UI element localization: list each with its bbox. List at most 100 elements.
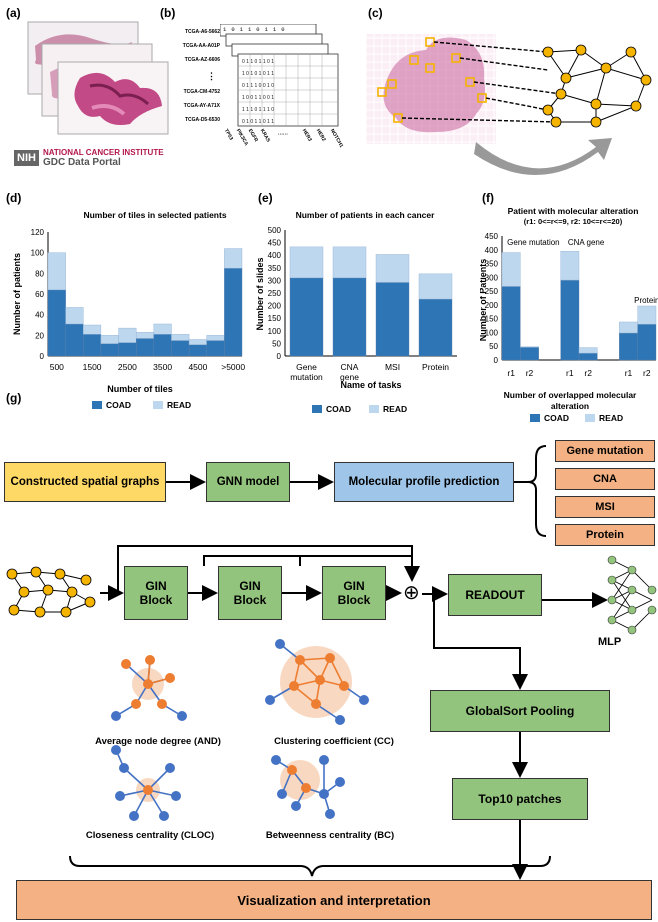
sum-operator: ⊕ xyxy=(403,582,420,604)
x-tick-label: gene xyxy=(340,372,359,382)
nih-logo: NIH NATIONAL CANCER INSTITUTE GDC Data P… xyxy=(14,148,164,168)
bar-read xyxy=(224,248,243,269)
y-tick-label: 100 xyxy=(485,328,499,337)
bar-read xyxy=(578,347,598,354)
chart-f-title: Patient with molecular alteration xyxy=(507,206,639,216)
matrix-cell: 1 xyxy=(239,26,243,33)
target-gene-mutation: Gene mutation xyxy=(555,440,655,462)
y-tick-label: 100 xyxy=(31,249,45,258)
x-axis-label: Number of overlapped molecular xyxy=(504,390,637,400)
svg-text:1 0 0 1 1 0 0 1: 1 0 0 1 1 0 0 1 xyxy=(242,95,274,101)
matrix-col-label: EGFR xyxy=(246,128,259,144)
bar-coad xyxy=(171,340,190,357)
block-label: Block xyxy=(337,593,371,607)
x-tick-label: r1 xyxy=(507,368,515,378)
gin-block-2: GIN Block xyxy=(218,566,282,620)
bar-read xyxy=(100,335,119,344)
metric-and-label: Average node degree (AND) xyxy=(95,736,221,747)
x-tick-label: Gene xyxy=(296,362,317,372)
y-tick-label: 450 xyxy=(268,239,282,248)
panel-label-e: (e) xyxy=(258,191,273,205)
target-msi: MSI xyxy=(555,496,655,518)
bar-read xyxy=(619,321,638,334)
x-tick-label: 1500 xyxy=(83,362,102,372)
molecular-prediction-box: Molecular profile prediction xyxy=(334,462,514,502)
slide-images xyxy=(27,21,169,135)
matrix-row-label: TCGA-AZ-6606 xyxy=(184,57,220,63)
bar-read xyxy=(135,332,155,339)
matrix-cell: 1 xyxy=(247,26,252,33)
y-tick-label: 400 xyxy=(485,246,499,255)
bar-read xyxy=(637,305,657,325)
bar-coad xyxy=(560,279,580,361)
matrix-row-label: TCGA-AY-A71X xyxy=(183,103,220,109)
legend-swatch-read xyxy=(153,401,164,409)
matrix-row-label: ⋮ xyxy=(207,71,216,81)
bar-coad xyxy=(418,298,453,357)
legend-label-coad: COAD xyxy=(544,413,570,423)
chart-e-title: Number of patients in each cancer xyxy=(295,210,435,220)
matrix-cell: 1 xyxy=(223,26,227,33)
matrix-row-label: TCGA-A6-5662 xyxy=(184,29,220,35)
legend-swatch-read xyxy=(369,405,380,413)
panel-label-d: (d) xyxy=(6,191,22,205)
bar-coad xyxy=(289,277,324,357)
target-cna: CNA xyxy=(555,468,655,490)
matrix-first-row: 1 0 1 1 0 1 1 0 xyxy=(223,26,285,33)
legend-label-coad: COAD xyxy=(106,400,132,410)
x-tick-label: Protein xyxy=(422,362,449,372)
legend-label-read: READ xyxy=(383,404,408,414)
legend-swatch-coad xyxy=(92,401,102,409)
x-tick-label: >5000 xyxy=(221,362,245,372)
bar-read xyxy=(171,334,190,341)
gin-block-3: GIN Block xyxy=(322,566,386,620)
x-tick-label: mutation xyxy=(290,372,323,382)
x-tick-label: r1 xyxy=(625,368,633,378)
bar-coad xyxy=(578,352,598,361)
bar-coad xyxy=(206,340,225,357)
legend-label-read: READ xyxy=(599,413,624,423)
bar-coad xyxy=(501,286,521,361)
top10-patches-box: Top10 patches xyxy=(452,778,588,820)
matrix-col-label: TP53 xyxy=(222,128,234,142)
bar-read xyxy=(188,339,207,345)
chart-e-legend: COAD READ xyxy=(312,404,407,414)
matrix-col-label: ······ xyxy=(278,132,288,138)
gnn-model-box: GNN model xyxy=(206,462,290,502)
y-tick-label: 200 xyxy=(268,302,282,311)
x-tick-label: r1 xyxy=(566,368,574,378)
x-tick-label: CNA xyxy=(341,362,359,372)
bar-coad xyxy=(637,323,657,361)
y-tick-label: 200 xyxy=(485,301,499,310)
matrix-col-label: NOTCH1 xyxy=(328,128,345,149)
y-tick-label: 300 xyxy=(485,273,499,282)
x-tick-label: r2 xyxy=(584,368,592,378)
bar-coad xyxy=(375,282,410,357)
pipeline-connectors xyxy=(6,445,657,880)
chart-f: 0 50 100 150 200 250 300 350 400 450 Number of Pat… xyxy=(480,232,658,411)
legend-label-coad: COAD xyxy=(326,404,352,414)
chart-f-subtitle: (r1: 0<=r<=9, r2: 10<=r<=20) xyxy=(523,217,623,226)
svg-text:0 1 1 0 1 1 0 1: 0 1 1 0 1 1 0 1 xyxy=(242,59,274,65)
tile-graph-illustration xyxy=(366,34,652,176)
chart-e: 0 50 100 150 200 250 300 350 400 450 500 Number of … xyxy=(255,226,457,390)
panel-label-g: (g) xyxy=(6,391,22,405)
x-tick-label: MSI xyxy=(385,362,400,372)
matrix-cell: 0 xyxy=(281,26,285,33)
group-label: CNA gene xyxy=(568,238,605,247)
bar-coad xyxy=(65,323,84,357)
constructed-graphs-box: Constructed spatial graphs xyxy=(4,462,166,502)
bar-read xyxy=(289,246,324,279)
matrix-cell: 0 xyxy=(256,26,260,33)
bar-read xyxy=(47,252,66,291)
matrix-col-label: HER3 xyxy=(300,128,313,143)
svg-text:1 0 1 0 1 0 1 1: 1 0 1 0 1 0 1 1 xyxy=(242,71,274,77)
panel-label-a: (a) xyxy=(6,6,21,20)
y-tick-label: 500 xyxy=(268,226,282,235)
bar-read xyxy=(501,252,521,287)
y-tick-label: 300 xyxy=(268,276,282,285)
group-label: Protein xyxy=(634,296,658,305)
svg-text:0 1 0 1 1 0 1 1: 0 1 0 1 1 0 1 1 xyxy=(242,119,274,125)
y-tick-label: 0 xyxy=(494,356,499,365)
bar-read xyxy=(418,273,453,300)
